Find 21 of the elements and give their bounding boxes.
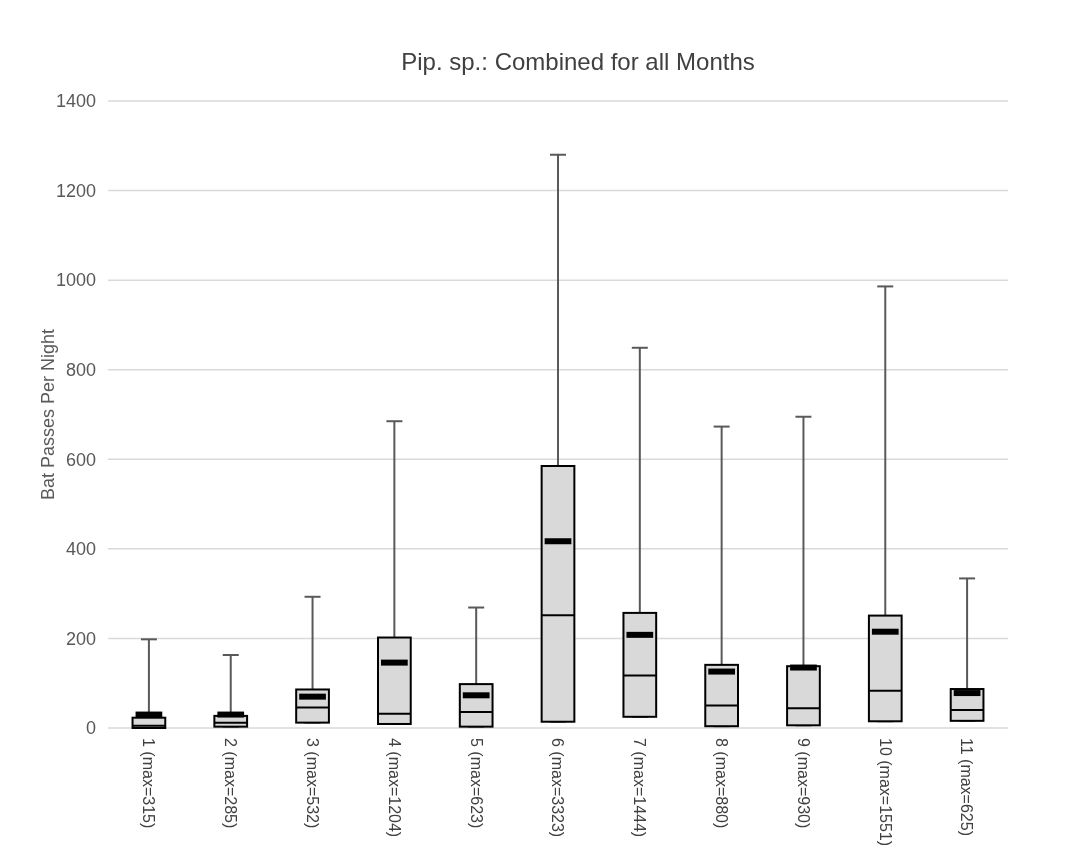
y-axis-title: Bat Passes Per Night xyxy=(38,328,58,501)
x-tick-label: 9 (max=930) xyxy=(794,738,812,829)
x-tick-label: 11 (max=625) xyxy=(958,738,976,836)
y-tick-label: 0 xyxy=(85,718,96,739)
y-tick-label: 1400 xyxy=(55,91,96,112)
y-tick-label: 1000 xyxy=(55,270,96,291)
x-tick-label: 7 (max=1444) xyxy=(631,738,649,838)
x-tick-label: 10 (max=1551) xyxy=(876,738,894,847)
y-tick-label: 800 xyxy=(65,360,96,381)
x-tick-label: 5 (max=623) xyxy=(467,738,485,829)
x-tick-label: 6 (max=3323) xyxy=(549,738,567,838)
x-tick-label: 2 (max=285) xyxy=(222,738,240,829)
x-tick-label: 3 (max=532) xyxy=(303,738,321,829)
y-tick-label: 600 xyxy=(65,449,96,470)
y-tick-label: 200 xyxy=(65,628,96,649)
x-tick-label: 4 (max=1204) xyxy=(385,738,403,838)
chart-title: Pip. sp.: Combined for all Months xyxy=(401,48,755,75)
x-tick-label: 8 (max=880) xyxy=(713,738,731,829)
y-tick-label: 400 xyxy=(65,539,96,560)
x-tick-label: 1 (max=315) xyxy=(140,738,158,829)
y-tick-label: 1200 xyxy=(55,180,96,201)
